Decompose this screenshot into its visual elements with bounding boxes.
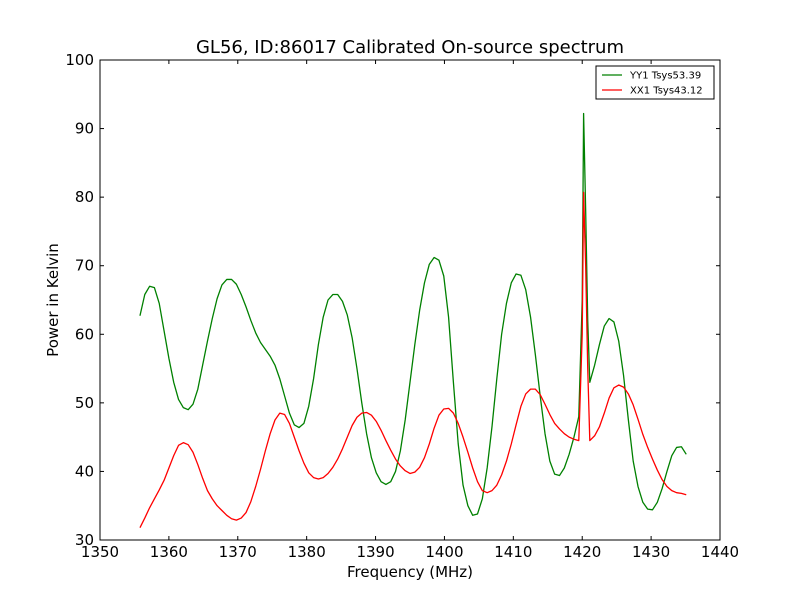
y-axis-label: Power in Kelvin: [44, 243, 62, 357]
x-tick-label: 1410: [494, 543, 532, 561]
plot-frame: [99, 59, 721, 541]
x-tick-label: 1350: [81, 543, 119, 561]
x-tick-label: 1390: [356, 543, 394, 561]
x-tick-label: 1420: [563, 543, 601, 561]
x-tick-label: 1430: [632, 543, 670, 561]
y-tick-label: 70: [75, 257, 94, 275]
y-tick-label: 40: [75, 462, 94, 480]
legend-box: [595, 65, 715, 100]
legend-label-yy1: YY1 Tsys53.39: [629, 71, 701, 82]
x-axis-label: Frequency (MHz): [347, 563, 473, 581]
series-line-yy1: [139, 112, 687, 516]
y-tick-label: 30: [75, 531, 94, 549]
x-tick-label: 1370: [219, 543, 257, 561]
legend-label-xx1: XX1 Tsys43.12: [630, 86, 703, 97]
x-tick-label: 1380: [288, 543, 326, 561]
y-tick-label: 100: [65, 51, 94, 69]
series-layer: [139, 112, 687, 528]
y-tick-label: 80: [75, 188, 94, 206]
y-tick-label: 90: [75, 120, 94, 138]
plot-background: [100, 60, 720, 540]
x-tick-label: 1400: [425, 543, 463, 561]
series-line-xx1: [139, 191, 687, 528]
plot-area: 1350 1360 1370 1380 1390 1400 1410 1420 1430 1440…: [65, 51, 739, 561]
legend: YY1 Tsys53.39 XX1 Tsys43.12: [595, 65, 715, 100]
chart-title: GL56, ID:86017 Calibrated On-source spec…: [196, 37, 624, 58]
tick-layer: 1350 1360 1370 1380 1390 1400 1410 1420 1430 1440…: [65, 51, 739, 561]
x-tick-label: 1440: [701, 543, 739, 561]
y-tick-label: 50: [75, 394, 94, 412]
y-tick-label: 60: [75, 325, 94, 343]
x-tick-label: 1360: [150, 543, 188, 561]
